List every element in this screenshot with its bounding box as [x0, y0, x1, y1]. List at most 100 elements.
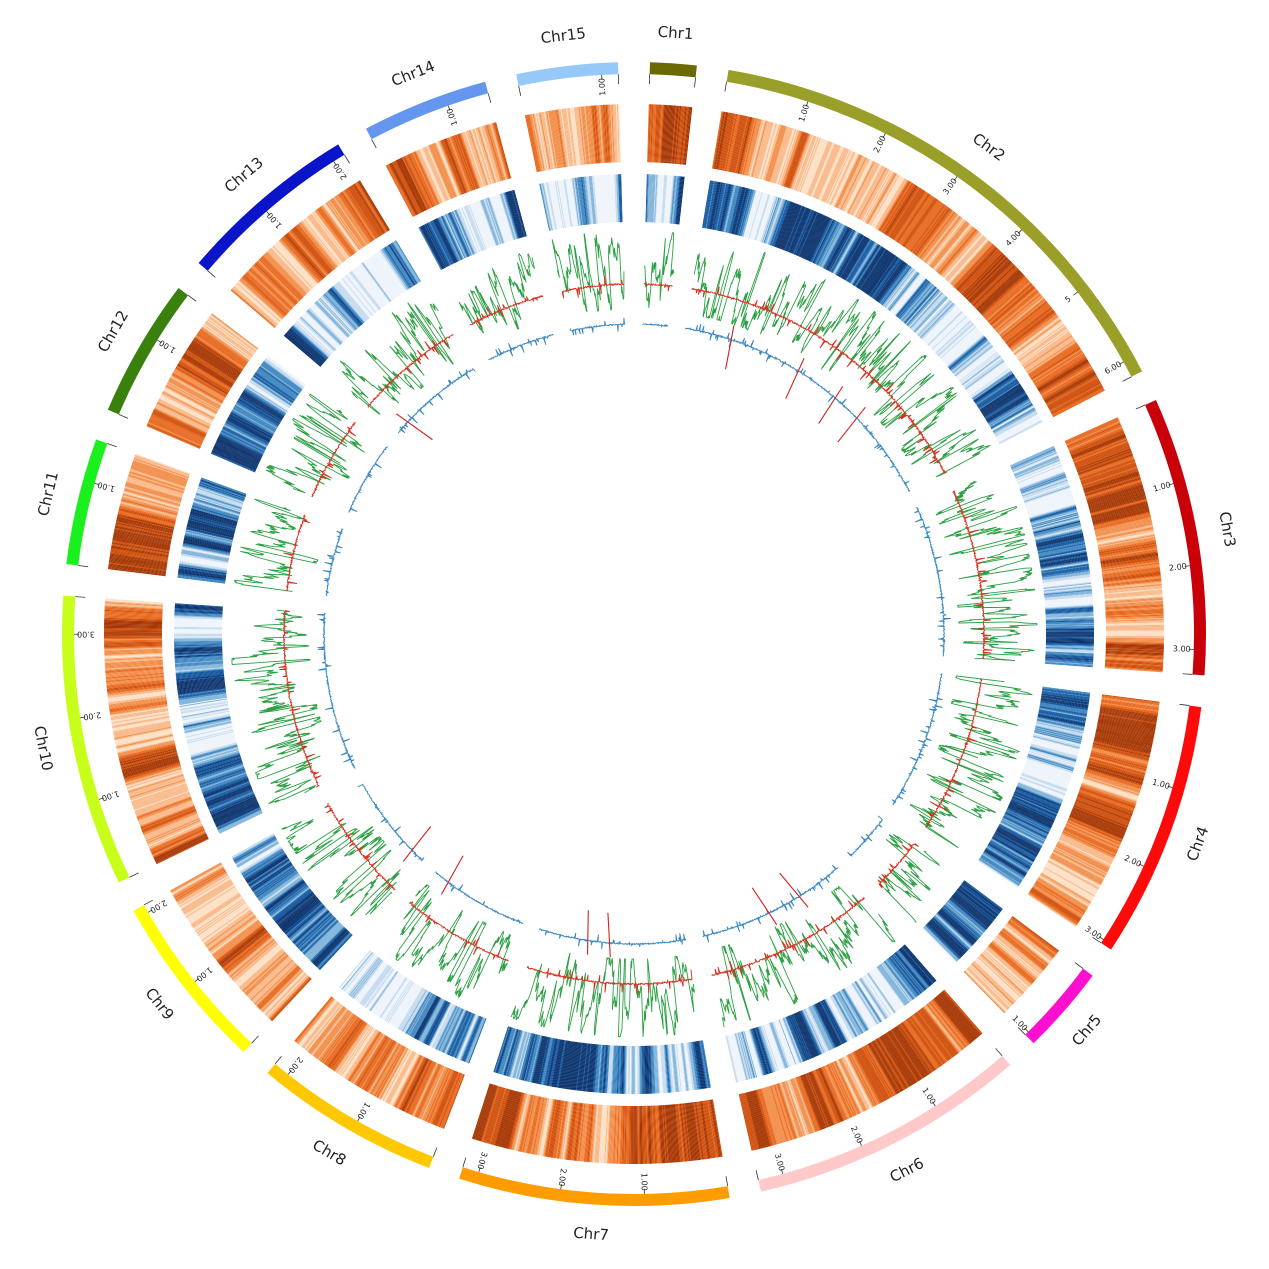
blue-heat-cell	[174, 611, 223, 615]
blue-heat-cell	[863, 975, 892, 1016]
orange-heat-cell	[413, 151, 439, 205]
blue-heat-cell	[366, 969, 396, 1009]
orange-heat-cell	[174, 868, 225, 899]
blue-heat-cell	[1041, 691, 1090, 700]
blue-heat-cell	[174, 614, 223, 618]
blue-heat-cell	[281, 898, 319, 931]
orange-heat-cell	[138, 801, 193, 823]
blue-heat-cell	[659, 174, 664, 223]
orange-heat-cell	[1042, 868, 1094, 899]
orange-heat-cell	[1071, 433, 1126, 457]
blue-heat-cell	[889, 272, 920, 312]
blue-heat-cell	[946, 334, 984, 367]
blue-heat-cell	[292, 909, 329, 943]
orange-heat-cell	[1000, 931, 1046, 969]
orange-heat-cell	[942, 990, 981, 1036]
blue-heat-cell	[193, 500, 240, 516]
orange-heat-cell	[999, 931, 1046, 970]
blue-heat-cell	[1012, 794, 1058, 815]
orange-heat-cell	[612, 1105, 616, 1164]
orange-heat-cell	[862, 170, 892, 222]
blue-heat-cell	[840, 990, 866, 1033]
orange-heat-cell	[174, 869, 226, 900]
orange-heat-cell	[632, 1105, 634, 1164]
blue-heat-cell	[1022, 769, 1069, 787]
orange-heat-cell	[113, 533, 171, 546]
blue-heat-cell	[619, 1045, 623, 1094]
blue-heat-cell	[954, 891, 993, 923]
orange-heat-cell	[131, 464, 187, 484]
blue-heat-cell	[414, 996, 439, 1039]
blue-heat-cell	[210, 794, 255, 815]
orange-heat-cell	[123, 759, 180, 777]
orange-heat-cell	[914, 207, 950, 255]
blue-heat-cell	[796, 211, 817, 256]
blue-heat-cell	[347, 273, 379, 312]
orange-heat-cell	[104, 631, 163, 633]
blue-heat-cell	[296, 320, 333, 354]
blue-heat-cell	[798, 212, 820, 257]
blue-heat-cell	[269, 885, 309, 916]
orange-heat-cell	[228, 937, 274, 977]
blue-heat-cell	[432, 1004, 455, 1048]
blue-heat-cell	[289, 328, 327, 361]
orange-heat-cell	[1036, 879, 1087, 911]
blue-heat-cell	[179, 695, 227, 705]
blue-heat-cell	[895, 278, 927, 317]
blue-heat-cell	[397, 987, 424, 1030]
blue-heat-cell	[711, 182, 722, 230]
orange-heat-cell	[359, 1037, 391, 1089]
blue-heat-cell	[1027, 497, 1074, 513]
orange-heat-cell	[661, 1105, 667, 1164]
blue-heat-cell	[861, 976, 889, 1018]
blue-heat-cell	[998, 825, 1042, 849]
orange-heat-cell	[146, 818, 201, 843]
blue-heat-cell	[235, 403, 278, 429]
blue-heat-cell	[835, 993, 860, 1036]
blue-heat-cell	[1010, 801, 1055, 822]
orange-heat-cell	[737, 116, 752, 174]
orange-heat-cell	[183, 354, 234, 386]
tick-mark	[932, 1101, 936, 1107]
orange-heat-cell	[409, 153, 436, 207]
blue-heat-cell	[528, 1034, 541, 1082]
orange-heat-cell	[400, 1057, 427, 1111]
orange-heat-cell	[116, 736, 174, 751]
blue-heat-cell	[1033, 520, 1081, 534]
blue-heat-cell	[652, 174, 656, 223]
blue-heat-cell	[739, 1032, 753, 1079]
blue-heat-cell	[1045, 629, 1094, 632]
blue-heat-cell	[654, 174, 658, 223]
blue-heat-cell	[950, 340, 989, 372]
orange-heat-cell	[1092, 745, 1149, 761]
blue-heat-cell	[868, 972, 897, 1013]
orange-heat-cell	[1099, 544, 1157, 556]
blue-heat-cell	[333, 285, 366, 323]
orange-heat-cell	[996, 294, 1042, 333]
orange-heat-cell	[1101, 696, 1160, 706]
orange-heat-cell	[232, 286, 278, 326]
orange-heat-cell	[295, 225, 334, 271]
blue-heat-cell	[797, 1011, 818, 1057]
orange-heat-cell	[417, 149, 442, 204]
blue-heat-cell	[301, 918, 337, 953]
orange-heat-cell	[302, 1002, 340, 1049]
orange-heat-cell	[109, 556, 168, 567]
blue-heat-cell	[738, 188, 752, 236]
blue-heat-cell	[1037, 539, 1085, 550]
orange-heat-cell	[1101, 700, 1159, 710]
orange-heat-cell	[758, 1089, 775, 1146]
blue-heat-cell	[174, 624, 223, 627]
orange-heat-cell	[305, 217, 343, 264]
orange-heat-cell	[187, 888, 237, 921]
orange-heat-cell	[868, 1042, 899, 1094]
blue-heat-cell	[967, 364, 1008, 394]
blue-heat-cell	[1041, 564, 1089, 573]
orange-heat-cell	[610, 1105, 615, 1164]
orange-heat-cell	[394, 1054, 422, 1108]
blue-heat-cell	[758, 195, 775, 242]
blue-heat-cell	[925, 924, 961, 960]
chromosome-label: Chr2	[969, 129, 1008, 165]
tick-mark	[447, 105, 451, 111]
orange-heat-cell	[493, 1089, 511, 1146]
